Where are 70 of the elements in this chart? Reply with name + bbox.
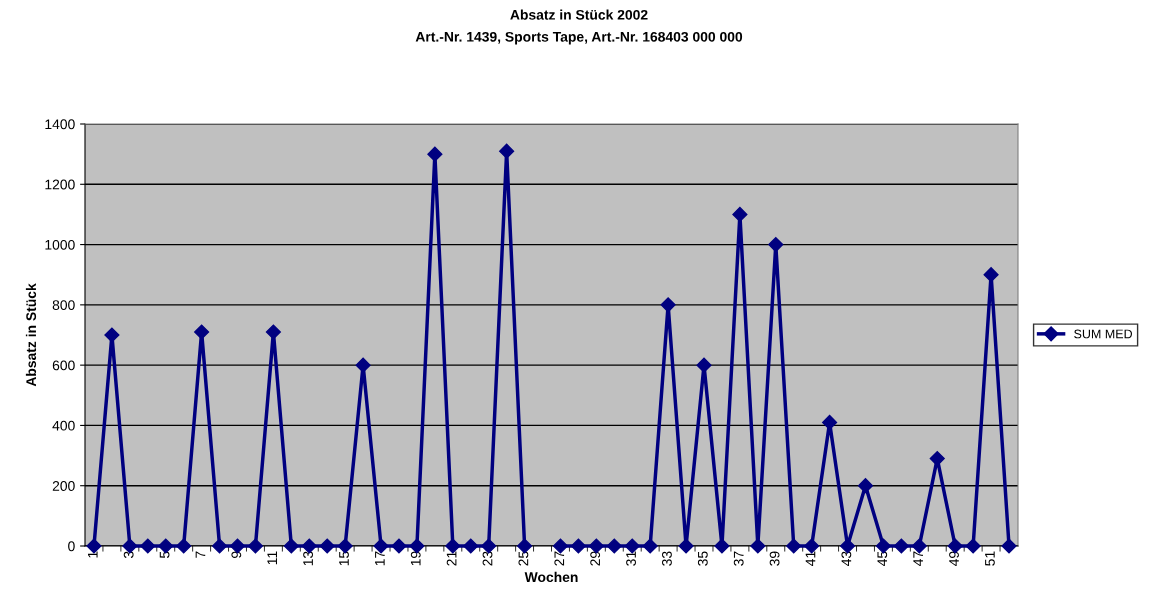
x-tick-label: 13 [303,551,314,566]
point [176,538,192,554]
point [319,538,335,554]
x-tick-label: 47 [913,551,923,566]
x-tick-label: 5 [159,551,170,559]
point [606,538,622,554]
x-tick-label: 31 [626,551,636,566]
legend-label: SUM MED [1074,329,1133,339]
point [768,237,784,253]
chart-subtitle: Art.-Nr. 1439, Sports Tape, Art.-Nr. 168403 000 000 [415,31,743,45]
x-tick-label: 45 [877,551,888,566]
x-tick-label: 35 [697,551,708,566]
x-tick-label: 9 [231,551,242,558]
point [1001,538,1017,554]
point [283,538,299,554]
x-tick-label: 11 [267,551,277,565]
x-tick-label: 3 [123,551,134,559]
point [696,357,712,373]
point [857,478,874,494]
y-tick-label: 1000 [45,239,75,250]
point [570,538,586,554]
x-tick-label: 39 [769,551,780,566]
y-tick-label: 800 [52,300,75,311]
chart-title: Absatz in Stück 2002 [510,9,648,20]
x-tick-label: 17 [375,551,385,566]
point [499,143,515,159]
x-tick-label: 29 [590,551,601,566]
point [427,146,443,162]
point [750,538,766,554]
point [463,538,479,554]
x-tick-label: 7 [195,551,206,558]
point [732,206,748,222]
point [642,538,658,554]
point [140,538,156,554]
point [822,414,838,430]
point [714,538,730,554]
point [678,538,694,554]
point [194,324,210,340]
x-tick-label: 25 [518,551,529,566]
point [355,357,371,373]
point [211,538,228,554]
y-tick-label: 600 [52,360,75,371]
point [104,327,120,343]
point [965,538,981,554]
y-tick-label: 200 [52,481,75,491]
x-tick-label: 19 [410,551,421,566]
x-axis-title: Wochen [524,571,578,583]
x-tick-label: 15 [339,551,349,566]
x-tick-label: 41 [805,551,816,566]
y-tick-label: 400 [52,420,75,431]
y-tick-label: 1200 [45,179,75,190]
point [893,538,909,554]
x-tick-label: 21 [446,551,457,566]
y-tick-label: 0 [68,541,75,552]
point [983,267,999,283]
y-tick-label: 1400 [45,119,75,130]
x-tick-label: 27 [554,551,565,566]
x-tick-label: 51 [985,551,995,566]
x-tick-label: 49 [949,551,959,566]
point [265,324,281,340]
y-axis-title: Absatz in Stück [25,283,37,387]
x-tick-label: 23 [482,551,493,566]
x-tick-label: 1 [88,551,98,558]
x-tick-label: 43 [841,551,852,566]
point [391,538,407,554]
x-tick-label: 33 [662,551,672,566]
x-tick-label: 37 [733,551,744,566]
point [247,538,264,554]
point [660,297,676,313]
point [786,538,802,554]
